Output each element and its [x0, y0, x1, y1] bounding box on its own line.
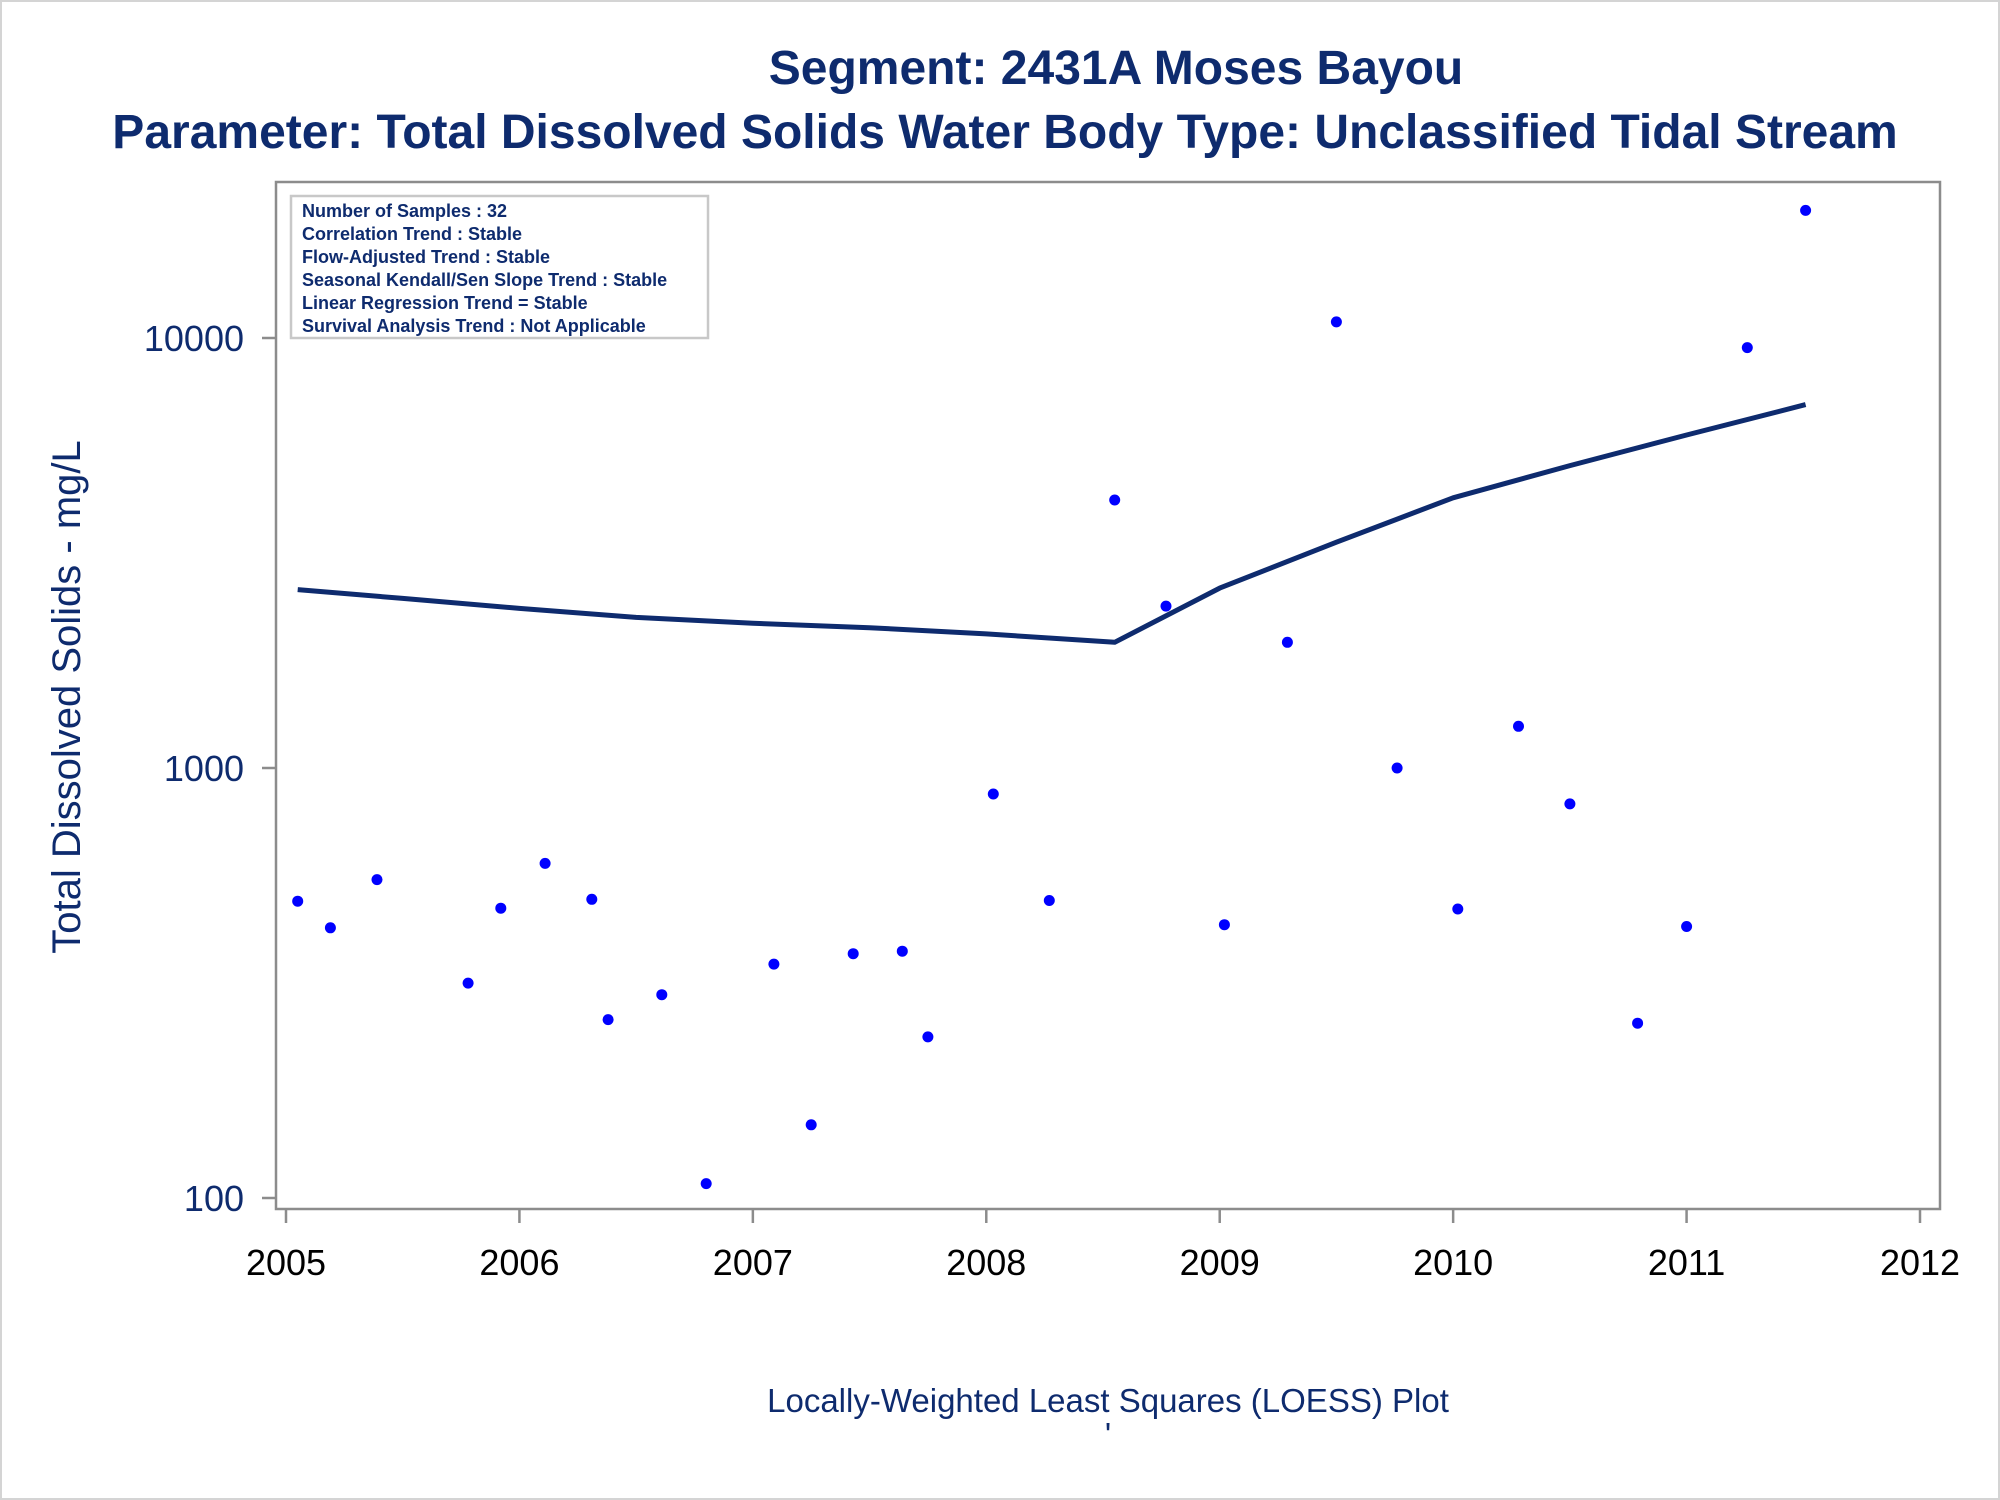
stats-correlation-trend: Correlation Trend : Stable	[302, 224, 522, 244]
sample-point	[462, 977, 474, 989]
sample-point	[539, 857, 551, 869]
loess-line	[297, 402, 1807, 645]
sample-point	[987, 788, 999, 800]
sample-point	[1681, 921, 1693, 932]
x-tick-label: 2006	[479, 1242, 559, 1283]
sample-point	[768, 958, 780, 970]
x-tick-label: 2009	[1180, 1242, 1260, 1283]
sample-point	[1632, 1017, 1644, 1029]
sample-point	[371, 874, 383, 886]
y-axis: 100 1000 10000	[144, 318, 276, 1219]
x-tick-label: 2008	[946, 1242, 1026, 1283]
sample-point	[1741, 342, 1753, 354]
plot-area	[274, 180, 1942, 1211]
stats-linear-regression-trend: Linear Regression Trend = Stable	[302, 293, 588, 313]
sample-point	[324, 922, 336, 934]
stats-survival-analysis-trend: Survival Analysis Trend : Not Applicable	[302, 316, 646, 336]
x-axis-label: Locally-Weighted Least Squares (LOESS) P…	[767, 1382, 1449, 1419]
x-axis: 2005 2006 2007 2008 2009 2010 2011 2012	[246, 1209, 1960, 1283]
sample-point	[1109, 494, 1121, 506]
x-tick-label: 2007	[713, 1242, 793, 1283]
sample-point	[805, 1119, 817, 1131]
sample-point	[586, 893, 598, 905]
x-tick-label: 2010	[1413, 1242, 1493, 1283]
sample-point	[292, 895, 304, 907]
sample-point	[922, 1031, 934, 1043]
x-tick-label: 2005	[246, 1242, 326, 1283]
sample-point	[602, 1014, 614, 1026]
sample-point	[1043, 895, 1055, 906]
y-tick-label: 100	[184, 1178, 244, 1219]
stats-flow-adjusted-trend: Flow-Adjusted Trend : Stable	[302, 247, 550, 267]
stats-box: Number of Samples : 32 Correlation Trend…	[289, 194, 710, 340]
y-tick-label: 10000	[144, 318, 244, 359]
sample-points	[292, 204, 1812, 1190]
sample-point	[1391, 762, 1403, 774]
sample-point	[1800, 204, 1812, 216]
footnote-mark: '	[1105, 1416, 1111, 1453]
x-tick-label: 2011	[1648, 1242, 1725, 1283]
chart-subtitle: Parameter: Total Dissolved Solids Water …	[112, 106, 1897, 159]
sample-point	[847, 948, 859, 960]
sample-point	[1330, 316, 1342, 328]
stats-box-border	[289, 194, 710, 340]
sample-point	[1564, 798, 1576, 810]
sample-point	[1452, 903, 1464, 915]
sample-point	[1160, 600, 1172, 612]
sample-point	[700, 1178, 712, 1190]
stats-sample-count: Number of Samples : 32	[302, 201, 507, 221]
y-axis-label: Total Dissolved Solids - mg/L	[45, 440, 89, 954]
sample-point	[896, 945, 908, 957]
sample-point	[1513, 720, 1524, 732]
y-tick-label: 1000	[164, 748, 244, 789]
sample-point	[495, 902, 507, 914]
chart-title: Segment: 2431A Moses Bayou	[769, 42, 1463, 95]
sample-point	[1218, 919, 1230, 931]
stats-seasonal-kendall-trend: Seasonal Kendall/Sen Slope Trend : Stabl…	[302, 270, 667, 290]
sample-point	[1281, 636, 1293, 648]
loess-series	[297, 402, 1807, 645]
x-tick-label: 2012	[1880, 1242, 1960, 1283]
sample-point	[656, 989, 668, 1001]
